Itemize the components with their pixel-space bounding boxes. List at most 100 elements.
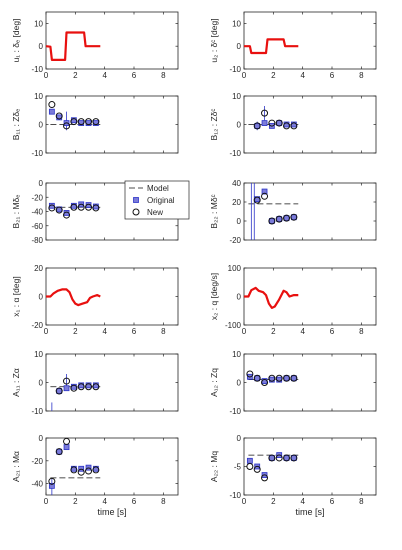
p9-axes-box [45,353,179,412]
p8-y-tick-label: 0 [237,293,242,302]
p12-new-point [275,454,283,462]
p11-new-point [70,466,78,474]
p10-new-point [261,379,269,386]
p12-new-point [290,454,298,462]
p12-new-point [283,454,291,462]
p7-axes-box [45,267,179,326]
p11-x-tick-label: 2 [73,497,78,506]
p11-x-tick-label: 8 [161,497,166,506]
p4-new-point [253,122,261,130]
p1-axes-box [45,11,179,70]
p4-y-tick-label: 10 [232,92,241,101]
p5-y-tick-label: -60 [31,222,43,231]
p10-y-tick-label: 10 [232,350,241,359]
p12-axes-box [243,437,377,496]
p7-x-tick-label: 8 [161,327,166,336]
p3-y-label: B₁₁ : Zδₑ [11,109,21,141]
p6-original-point [290,214,297,221]
p9-original-point [56,388,63,394]
p10-y-label: A₁₂ : Zq [209,368,219,397]
p7-x-tick-label: 0 [44,327,49,336]
p9-new-point [55,387,63,395]
p12-y-tick-label: -10 [229,491,241,500]
p4-new-point [283,122,291,130]
p12-new-point [246,463,254,470]
p3-y-tick-label: 10 [34,92,43,101]
legend-model-label: Model [147,184,169,193]
p3-y-tick-label: -10 [31,149,43,158]
p7-series-line [46,288,101,307]
p6-y-label: B₂₂ : Mδᶜ [209,194,219,228]
p12-new-point [261,474,269,482]
p1-x-tick-label: 8 [161,71,166,80]
p11-x-tick-label: 6 [132,497,137,506]
p12-new-point [253,465,261,473]
p2-x-tick-label: 4 [300,71,305,80]
p11-original-point [63,444,70,451]
p11-original-point [48,482,55,489]
p2-x-tick-label: 6 [330,71,335,80]
p3-new-point [70,118,78,126]
p10-original-point [254,375,261,382]
p7-y-tick-label: -20 [31,321,43,330]
p12-original-point [283,455,290,461]
p12-original-point [268,455,275,461]
p6-new-point [275,215,283,223]
p12-y-label: A₂₂ : Mq [209,451,219,482]
p9-new-point [63,377,71,385]
p10-new-point [275,374,283,382]
p8-axes-box [243,267,377,326]
p8-x-tick-label: 8 [359,327,364,336]
p3-new-point [77,118,85,126]
p10-new-point [253,374,261,382]
p6-original-point [268,218,275,224]
p9-new-point [70,384,78,392]
p8-y-label: x₂ : q [deg/s] [209,273,219,320]
p7-x-tick-label: 2 [73,327,78,336]
p12-original-point [290,455,297,461]
p7-y-tick-label: 20 [34,264,43,273]
p11-y-tick-label: -40 [31,480,43,489]
p1-y-tick-label: 10 [34,19,43,28]
p5-new-point [63,211,71,219]
p5-new-point [92,204,100,212]
p12-x-tick-label: 2 [271,497,276,506]
p6-new-point [253,196,261,204]
p6-original-point [276,216,283,223]
p12-x-tick-label: 4 [300,497,305,506]
p6-new-point [261,192,269,200]
p2-y-tick-label: -10 [229,65,241,74]
p6-original-point [283,215,290,222]
p10-original-point [283,375,290,382]
p12-new-point [268,454,276,462]
p5-new-point [70,203,78,211]
p11-y-tick-label: -20 [31,457,43,466]
p8-x-tick-label: 2 [271,327,276,336]
p9-y-tick-label: 0 [39,379,44,388]
p4-new-point [290,122,298,130]
p12-y-tick-label: -5 [234,463,242,472]
p2-y-tick-label: 10 [232,19,241,28]
legend-new-swatch [132,208,140,216]
p10-y-tick-label: -10 [229,407,241,416]
p2-x-tick-label: 0 [242,71,247,80]
p6-new-point [290,213,298,221]
p12-y-tick-label: 0 [237,434,242,443]
p11-original-point [56,448,63,455]
p5-y-tick-label: 0 [39,179,44,188]
p5-y-tick-label: -40 [31,208,43,217]
p11-new-point [92,466,100,474]
p7-x-tick-label: 6 [132,327,137,336]
p3-new-point [48,101,56,109]
p6-y-tick-label: 20 [232,198,241,207]
p4-new-point [275,119,283,127]
p7-y-tick-label: 0 [39,293,44,302]
p5-new-point [85,203,93,211]
p8-x-tick-label: 4 [300,327,305,336]
p3-original-point [48,108,55,115]
p11-new-point [63,437,71,445]
p5-new-point [55,206,63,214]
p10-y-tick-label: 0 [237,379,242,388]
p3-y-tick-label: 0 [39,121,44,130]
p2-y-tick-label: 0 [237,42,242,51]
